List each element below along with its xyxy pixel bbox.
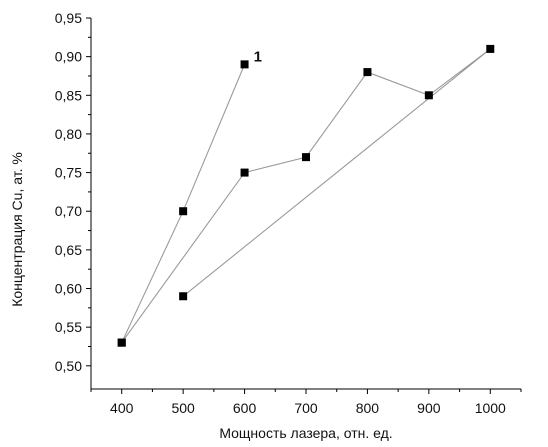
y-tick-label: 0,75 xyxy=(55,165,82,181)
series-2-point xyxy=(240,168,249,177)
x-axis-title: Мощность лазера, отн. ед. xyxy=(219,425,392,441)
series-2-line xyxy=(121,48,491,343)
y-tick-label: 0,85 xyxy=(55,87,82,103)
x-tick-label: 400 xyxy=(110,400,134,416)
series-1-line xyxy=(121,64,246,343)
y-tick-label: 0,50 xyxy=(55,358,82,374)
y-tick-label: 0,90 xyxy=(55,49,82,65)
x-tick-label: 500 xyxy=(171,400,195,416)
y-tick-label: 0,95 xyxy=(55,10,82,26)
x-tick-label: 1000 xyxy=(475,400,506,416)
series-lines xyxy=(121,48,491,343)
y-tick-label: 0,65 xyxy=(55,242,82,258)
series-1-label: 1 xyxy=(254,48,262,65)
series-1-point xyxy=(240,60,249,69)
series-2-point xyxy=(302,153,310,162)
series-2-point xyxy=(424,91,433,100)
labels: Мощность лазера, отн. ед. Концентрация C… xyxy=(9,48,393,441)
series-2-point xyxy=(179,292,188,301)
x-tick-label: 600 xyxy=(233,400,257,416)
y-axis-title: Концентрация Cu, ат. % xyxy=(9,152,25,307)
y-tick-label: 0,60 xyxy=(55,281,82,297)
x-tick-label: 900 xyxy=(417,400,441,416)
series-2-point xyxy=(117,338,126,347)
y-tick-label: 0,55 xyxy=(55,319,82,335)
series-markers xyxy=(117,44,495,347)
y-tick-label: 0,80 xyxy=(55,126,82,142)
x-tick-label: 800 xyxy=(356,400,380,416)
series-1-point xyxy=(179,207,188,216)
x-tick-label: 700 xyxy=(294,400,318,416)
series-2-point xyxy=(486,44,495,53)
y-tick-label: 0,70 xyxy=(55,203,82,219)
series-2-point xyxy=(363,68,372,77)
axes: 0,50 0,55 0,60 0,65 0,70 0,75 0,80 0,85 0,90 0,95… xyxy=(55,10,522,416)
